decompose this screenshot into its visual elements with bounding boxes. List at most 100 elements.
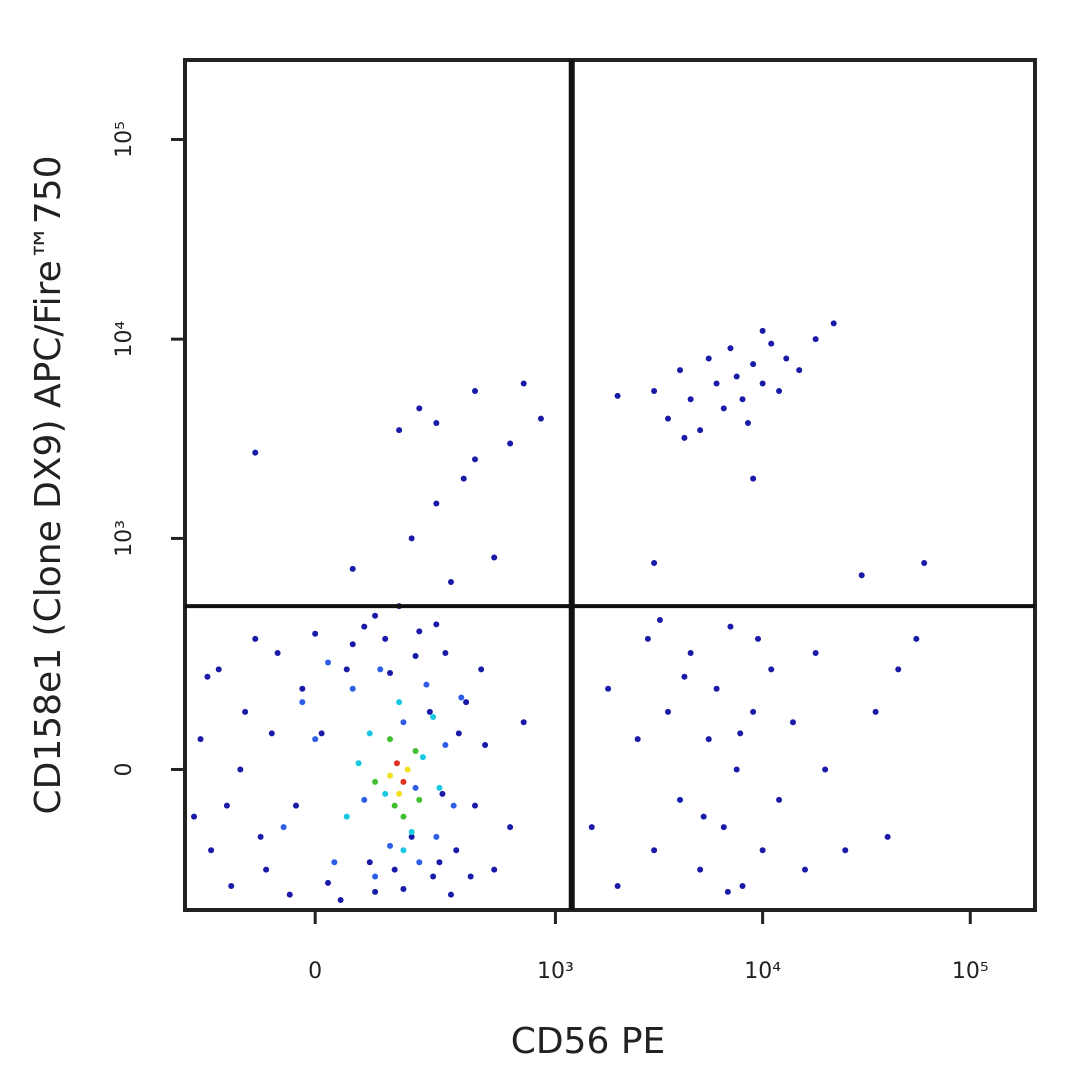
event-dot	[387, 736, 394, 743]
event-dot	[391, 866, 398, 873]
event-dot	[215, 666, 222, 673]
event-dot	[727, 345, 734, 352]
event-dot	[442, 742, 449, 749]
event-dot	[396, 699, 403, 706]
event-dot	[433, 500, 440, 507]
event-dot	[687, 396, 694, 403]
event-dot	[507, 440, 514, 447]
event-dot	[739, 396, 746, 403]
event-dot	[361, 796, 368, 803]
x-axis-label: CD56 PE	[511, 1021, 666, 1062]
event-dot	[644, 635, 651, 642]
event-dot	[268, 730, 275, 737]
event-dot	[361, 623, 368, 630]
event-dot	[776, 796, 783, 803]
event-dot	[430, 713, 437, 720]
event-dot	[491, 554, 498, 561]
event-dot	[349, 685, 356, 692]
event-dot	[343, 813, 350, 820]
event-dot	[842, 847, 849, 854]
event-dot	[681, 673, 688, 680]
event-dot	[458, 694, 465, 701]
event-dot	[472, 802, 479, 809]
event-dot	[713, 380, 720, 387]
event-dot	[507, 824, 514, 831]
event-dot	[802, 866, 809, 873]
event-dot	[759, 847, 766, 854]
event-dot	[228, 882, 235, 889]
event-dot	[396, 790, 403, 797]
event-dot	[759, 380, 766, 387]
event-dot	[442, 649, 449, 656]
event-dot	[416, 859, 423, 866]
event-dot	[331, 859, 338, 866]
event-dot	[739, 882, 746, 889]
event-dot	[460, 475, 467, 482]
event-dot	[419, 754, 426, 761]
x-tick-label: 10⁴	[744, 959, 781, 984]
event-dot	[447, 891, 454, 898]
event-dot	[337, 897, 344, 904]
event-dot	[812, 336, 819, 343]
event-dot	[349, 565, 356, 572]
event-dot	[697, 866, 704, 873]
event-dot	[299, 699, 306, 706]
event-dot	[318, 730, 325, 737]
event-dot	[537, 415, 544, 422]
event-dot	[280, 824, 287, 831]
event-dot	[796, 367, 803, 374]
event-dot	[252, 635, 259, 642]
event-dot	[237, 766, 244, 773]
event-dot	[412, 653, 419, 660]
event-dot	[372, 888, 379, 895]
event-dot	[325, 879, 332, 886]
event-dot	[257, 833, 264, 840]
event-dot	[396, 427, 403, 434]
event-dot	[605, 685, 612, 692]
event-dot	[884, 833, 891, 840]
event-dot	[830, 320, 837, 327]
event-dot	[387, 772, 394, 779]
event-dot	[382, 635, 389, 642]
event-dot	[349, 641, 356, 648]
event-dot	[750, 708, 757, 715]
event-dot	[713, 685, 720, 692]
y-tick-label: 10³	[112, 520, 137, 557]
event-dot	[750, 475, 757, 482]
event-dot	[393, 760, 400, 767]
event-dot	[614, 882, 621, 889]
event-dot	[776, 387, 783, 394]
event-dot	[720, 824, 727, 831]
event-dot	[737, 730, 744, 737]
event-dot	[439, 790, 446, 797]
event-dot	[664, 415, 671, 422]
event-dot	[450, 802, 457, 809]
event-dot	[453, 847, 460, 854]
event-dot	[293, 802, 300, 809]
event-dot	[366, 859, 373, 866]
event-dot	[520, 719, 527, 726]
event-dot	[744, 420, 751, 427]
event-dot	[656, 616, 663, 623]
event-dot	[491, 866, 498, 873]
event-dot	[408, 535, 415, 542]
event-dot	[299, 685, 306, 692]
event-dot	[472, 456, 479, 463]
event-dot	[755, 635, 762, 642]
event-dot	[520, 380, 527, 387]
event-dot	[377, 666, 384, 673]
event-dot	[426, 708, 433, 715]
event-dot	[588, 824, 595, 831]
event-dot	[366, 730, 373, 737]
event-dot	[391, 802, 398, 809]
event-dot	[400, 847, 407, 854]
event-dot	[705, 355, 712, 362]
event-dot	[387, 669, 394, 676]
event-dot	[614, 392, 621, 399]
event-dot	[478, 666, 485, 673]
event-dot	[724, 888, 731, 895]
event-dot	[750, 361, 757, 368]
event-dot	[372, 873, 379, 880]
event-dot	[274, 649, 281, 656]
